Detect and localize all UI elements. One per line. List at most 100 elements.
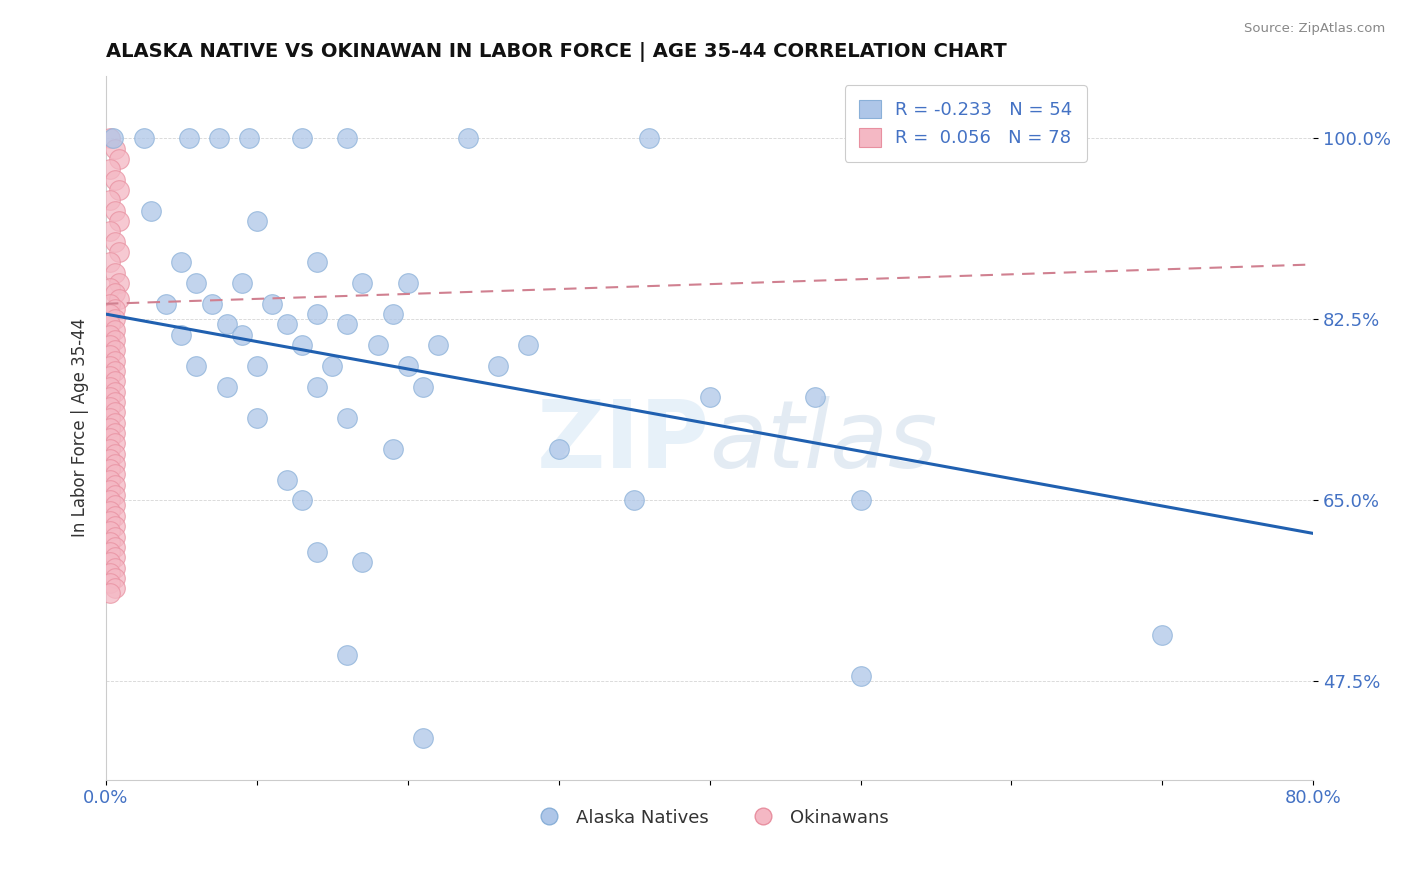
Point — [100, 462, 122, 476]
Point — [412, 731, 434, 746]
Point — [246, 410, 269, 425]
Point — [104, 457, 127, 471]
Point — [321, 359, 343, 373]
Point — [100, 503, 122, 517]
Point — [104, 447, 127, 461]
Point — [104, 172, 127, 186]
Point — [367, 338, 389, 352]
Point — [291, 493, 314, 508]
Point — [352, 555, 374, 569]
Point — [100, 390, 122, 404]
Point — [104, 540, 127, 554]
Point — [108, 292, 131, 306]
Point — [104, 301, 127, 316]
Point — [104, 499, 127, 513]
Point — [104, 581, 127, 595]
Point — [104, 333, 127, 347]
Point — [100, 534, 122, 549]
Point — [104, 375, 127, 389]
Point — [215, 379, 238, 393]
Point — [170, 327, 193, 342]
Point — [104, 323, 127, 337]
Point — [238, 131, 260, 145]
Legend: Alaska Natives, Okinawans: Alaska Natives, Okinawans — [523, 801, 896, 834]
Point — [104, 266, 127, 280]
Point — [200, 297, 222, 311]
Point — [104, 477, 127, 491]
Point — [100, 586, 122, 600]
Point — [396, 359, 419, 373]
Point — [307, 255, 329, 269]
Point — [100, 359, 122, 373]
Point — [849, 669, 872, 683]
Point — [100, 131, 122, 145]
Point — [103, 131, 125, 145]
Point — [104, 312, 127, 326]
Point — [336, 131, 359, 145]
Point — [104, 436, 127, 450]
Point — [104, 395, 127, 409]
Point — [215, 318, 238, 332]
Text: Source: ZipAtlas.com: Source: ZipAtlas.com — [1244, 22, 1385, 36]
Point — [276, 318, 298, 332]
Point — [623, 493, 645, 508]
Point — [412, 379, 434, 393]
Point — [100, 338, 122, 352]
Text: ZIP: ZIP — [537, 396, 710, 488]
Point — [104, 364, 127, 378]
Text: ALASKA NATIVE VS OKINAWAN IN LABOR FORCE | AGE 35-44 CORRELATION CHART: ALASKA NATIVE VS OKINAWAN IN LABOR FORCE… — [105, 42, 1007, 62]
Point — [291, 338, 314, 352]
Point — [457, 131, 479, 145]
Point — [104, 550, 127, 565]
Point — [100, 452, 122, 467]
Point — [1152, 628, 1174, 642]
Point — [155, 297, 177, 311]
Point — [104, 560, 127, 574]
Point — [486, 359, 509, 373]
Point — [100, 524, 122, 539]
Point — [100, 442, 122, 456]
Point — [804, 390, 827, 404]
Point — [100, 255, 122, 269]
Point — [104, 426, 127, 441]
Point — [100, 162, 122, 177]
Point — [104, 343, 127, 358]
Point — [307, 379, 329, 393]
Point — [246, 359, 269, 373]
Point — [100, 369, 122, 384]
Point — [108, 152, 131, 166]
Point — [100, 307, 122, 321]
Point — [260, 297, 283, 311]
Point — [100, 431, 122, 445]
Point — [100, 318, 122, 332]
Point — [177, 131, 200, 145]
Y-axis label: In Labor Force | Age 35-44: In Labor Force | Age 35-44 — [72, 318, 89, 538]
Point — [104, 384, 127, 399]
Point — [100, 327, 122, 342]
Point — [108, 245, 131, 260]
Point — [100, 224, 122, 238]
Point — [100, 493, 122, 508]
Point — [104, 488, 127, 502]
Point — [381, 307, 404, 321]
Point — [100, 379, 122, 393]
Point — [100, 194, 122, 208]
Point — [104, 571, 127, 585]
Point — [638, 131, 661, 145]
Point — [100, 483, 122, 497]
Point — [426, 338, 449, 352]
Point — [100, 473, 122, 487]
Point — [276, 473, 298, 487]
Point — [104, 508, 127, 523]
Point — [100, 349, 122, 363]
Point — [307, 307, 329, 321]
Point — [170, 255, 193, 269]
Point — [104, 203, 127, 218]
Point — [104, 529, 127, 543]
Point — [104, 416, 127, 430]
Point — [208, 131, 231, 145]
Point — [336, 318, 359, 332]
Point — [108, 183, 131, 197]
Point — [231, 276, 253, 290]
Point — [699, 390, 721, 404]
